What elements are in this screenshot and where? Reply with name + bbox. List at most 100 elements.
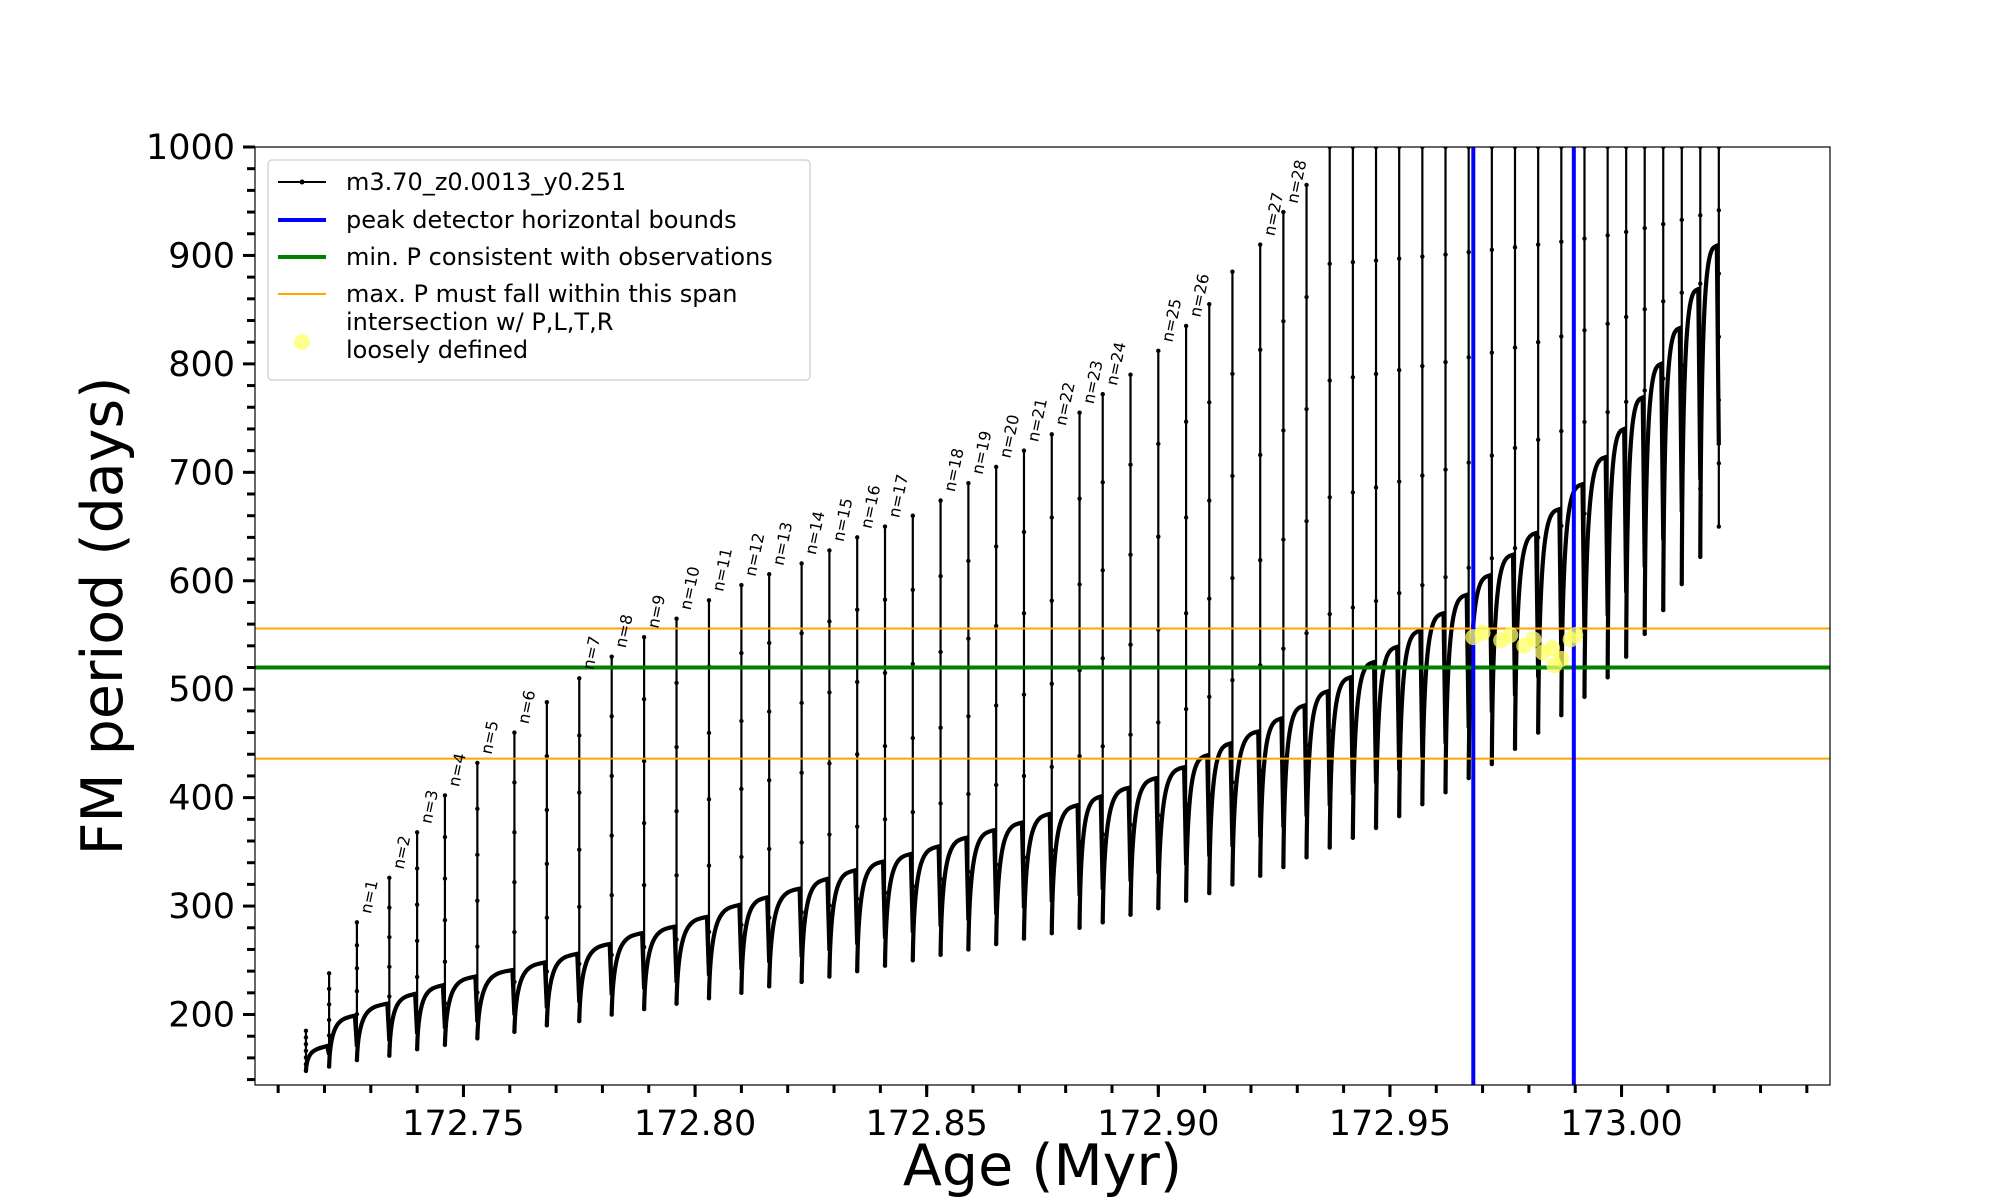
y-tick-label: 300 bbox=[168, 887, 235, 927]
pulse-36 bbox=[1304, 182, 1332, 860]
pulse-marker bbox=[326, 1002, 332, 1007]
pulse-38 bbox=[1350, 147, 1379, 840]
pulse-30 bbox=[1156, 348, 1189, 911]
pulse-marker bbox=[414, 1010, 420, 1016]
pulse-marker bbox=[1623, 229, 1629, 235]
pulse-marker bbox=[1327, 378, 1332, 383]
pulse-arc bbox=[966, 827, 999, 950]
pulse-marker bbox=[1489, 247, 1495, 253]
pulse-marker bbox=[1661, 453, 1666, 458]
pulse-marker bbox=[1128, 732, 1133, 737]
pulse-marker bbox=[1049, 930, 1054, 936]
pulse-marker bbox=[938, 952, 943, 958]
pulse-marker bbox=[1077, 839, 1082, 845]
pulse-arc bbox=[1184, 752, 1212, 901]
pulse-marker bbox=[1698, 281, 1703, 286]
pulse-marker bbox=[1373, 598, 1379, 604]
pulse-marker bbox=[1698, 418, 1703, 423]
pulse-marker bbox=[1661, 607, 1666, 613]
pulse-marker bbox=[1698, 349, 1703, 355]
pulse-marker bbox=[1327, 495, 1332, 500]
pulse-3 bbox=[354, 920, 392, 1063]
pulse-marker bbox=[1183, 706, 1189, 712]
pulse-8 bbox=[512, 730, 549, 1035]
pulse-13 bbox=[674, 616, 712, 1006]
pulse-marker bbox=[512, 730, 517, 735]
pulse-41 bbox=[1420, 147, 1448, 807]
y-tick-label: 600 bbox=[168, 562, 235, 602]
pulse-marker bbox=[512, 979, 517, 985]
pulse-marker bbox=[475, 944, 480, 949]
pulse-marker bbox=[739, 650, 744, 656]
pulse-marker bbox=[1623, 654, 1629, 659]
pulse-marker bbox=[1396, 367, 1402, 373]
pulse-arc bbox=[442, 974, 480, 1045]
pulse-18 bbox=[827, 548, 860, 979]
pulse-arc bbox=[1207, 740, 1235, 894]
pulse-marker bbox=[739, 990, 744, 996]
pulse-50 bbox=[1623, 147, 1647, 659]
pulse-marker bbox=[1466, 670, 1471, 676]
pulse-arc bbox=[1661, 325, 1684, 611]
pulse-marker bbox=[303, 1068, 309, 1074]
pulse-marker bbox=[855, 968, 860, 974]
pulse-marker bbox=[706, 598, 712, 603]
pulse-marker bbox=[1230, 677, 1235, 683]
pulse-marker bbox=[1512, 646, 1518, 651]
pulse-marker bbox=[739, 718, 744, 724]
pulse-marker bbox=[1582, 328, 1587, 333]
pulse-marker bbox=[1489, 658, 1495, 664]
pulse-arc bbox=[1100, 785, 1133, 923]
pulse-marker bbox=[1535, 730, 1541, 735]
pulse-marker bbox=[1466, 460, 1471, 465]
pulse-marker bbox=[609, 952, 614, 958]
pulse-marker bbox=[827, 903, 832, 908]
pulse-marker bbox=[414, 974, 420, 980]
pulse-marker bbox=[512, 1029, 517, 1035]
pulse-marker bbox=[910, 735, 915, 741]
pulse-marker bbox=[1623, 314, 1629, 320]
pulse-marker bbox=[354, 1034, 360, 1040]
pulse-marker bbox=[1077, 410, 1082, 415]
pulse-arc bbox=[1512, 530, 1541, 749]
pulse-marker bbox=[966, 714, 971, 719]
pulse-marker bbox=[910, 587, 915, 592]
pulse-marker bbox=[1716, 271, 1722, 276]
pulse-marker bbox=[1258, 347, 1263, 352]
y-tick-label: 800 bbox=[168, 345, 235, 385]
pulse-marker bbox=[674, 937, 679, 942]
pulse-marker bbox=[326, 1064, 332, 1069]
pulse-marker bbox=[1373, 825, 1379, 831]
pulse-marker bbox=[1183, 323, 1189, 329]
pulse-marker bbox=[544, 915, 550, 920]
pulse-marker bbox=[475, 898, 480, 903]
pulse-marker bbox=[1716, 461, 1722, 466]
pulse-marker bbox=[1100, 656, 1105, 661]
pulse-marker bbox=[414, 938, 420, 943]
pulse-marker bbox=[966, 947, 971, 952]
pulse-marker bbox=[1183, 611, 1189, 616]
pulse-marker bbox=[387, 905, 392, 910]
pulse-arc bbox=[1642, 360, 1666, 634]
pulse-marker bbox=[766, 984, 772, 989]
pulse-arc bbox=[1281, 702, 1309, 868]
pulse-marker bbox=[938, 574, 943, 579]
pulse-marker bbox=[1396, 702, 1402, 707]
pulse-marker bbox=[1679, 508, 1684, 514]
pulse-arc bbox=[910, 843, 943, 961]
pulse-arc bbox=[387, 991, 420, 1056]
pulse-marker bbox=[739, 582, 744, 588]
pulse-marker bbox=[641, 696, 647, 702]
pulse-arc bbox=[1128, 775, 1161, 915]
pulse-53 bbox=[1679, 147, 1703, 587]
pulse-arc bbox=[1698, 242, 1721, 557]
pulse-marker bbox=[1207, 498, 1212, 503]
pulse-marker bbox=[1661, 221, 1666, 227]
pulse-marker bbox=[1582, 419, 1587, 425]
pulse-marker bbox=[674, 744, 679, 750]
plot-frame bbox=[254, 146, 1831, 1086]
pulse-marker bbox=[1642, 388, 1647, 393]
pulse-11 bbox=[609, 654, 647, 1017]
pulse-marker bbox=[706, 797, 712, 802]
pulse-marker bbox=[1281, 319, 1286, 324]
